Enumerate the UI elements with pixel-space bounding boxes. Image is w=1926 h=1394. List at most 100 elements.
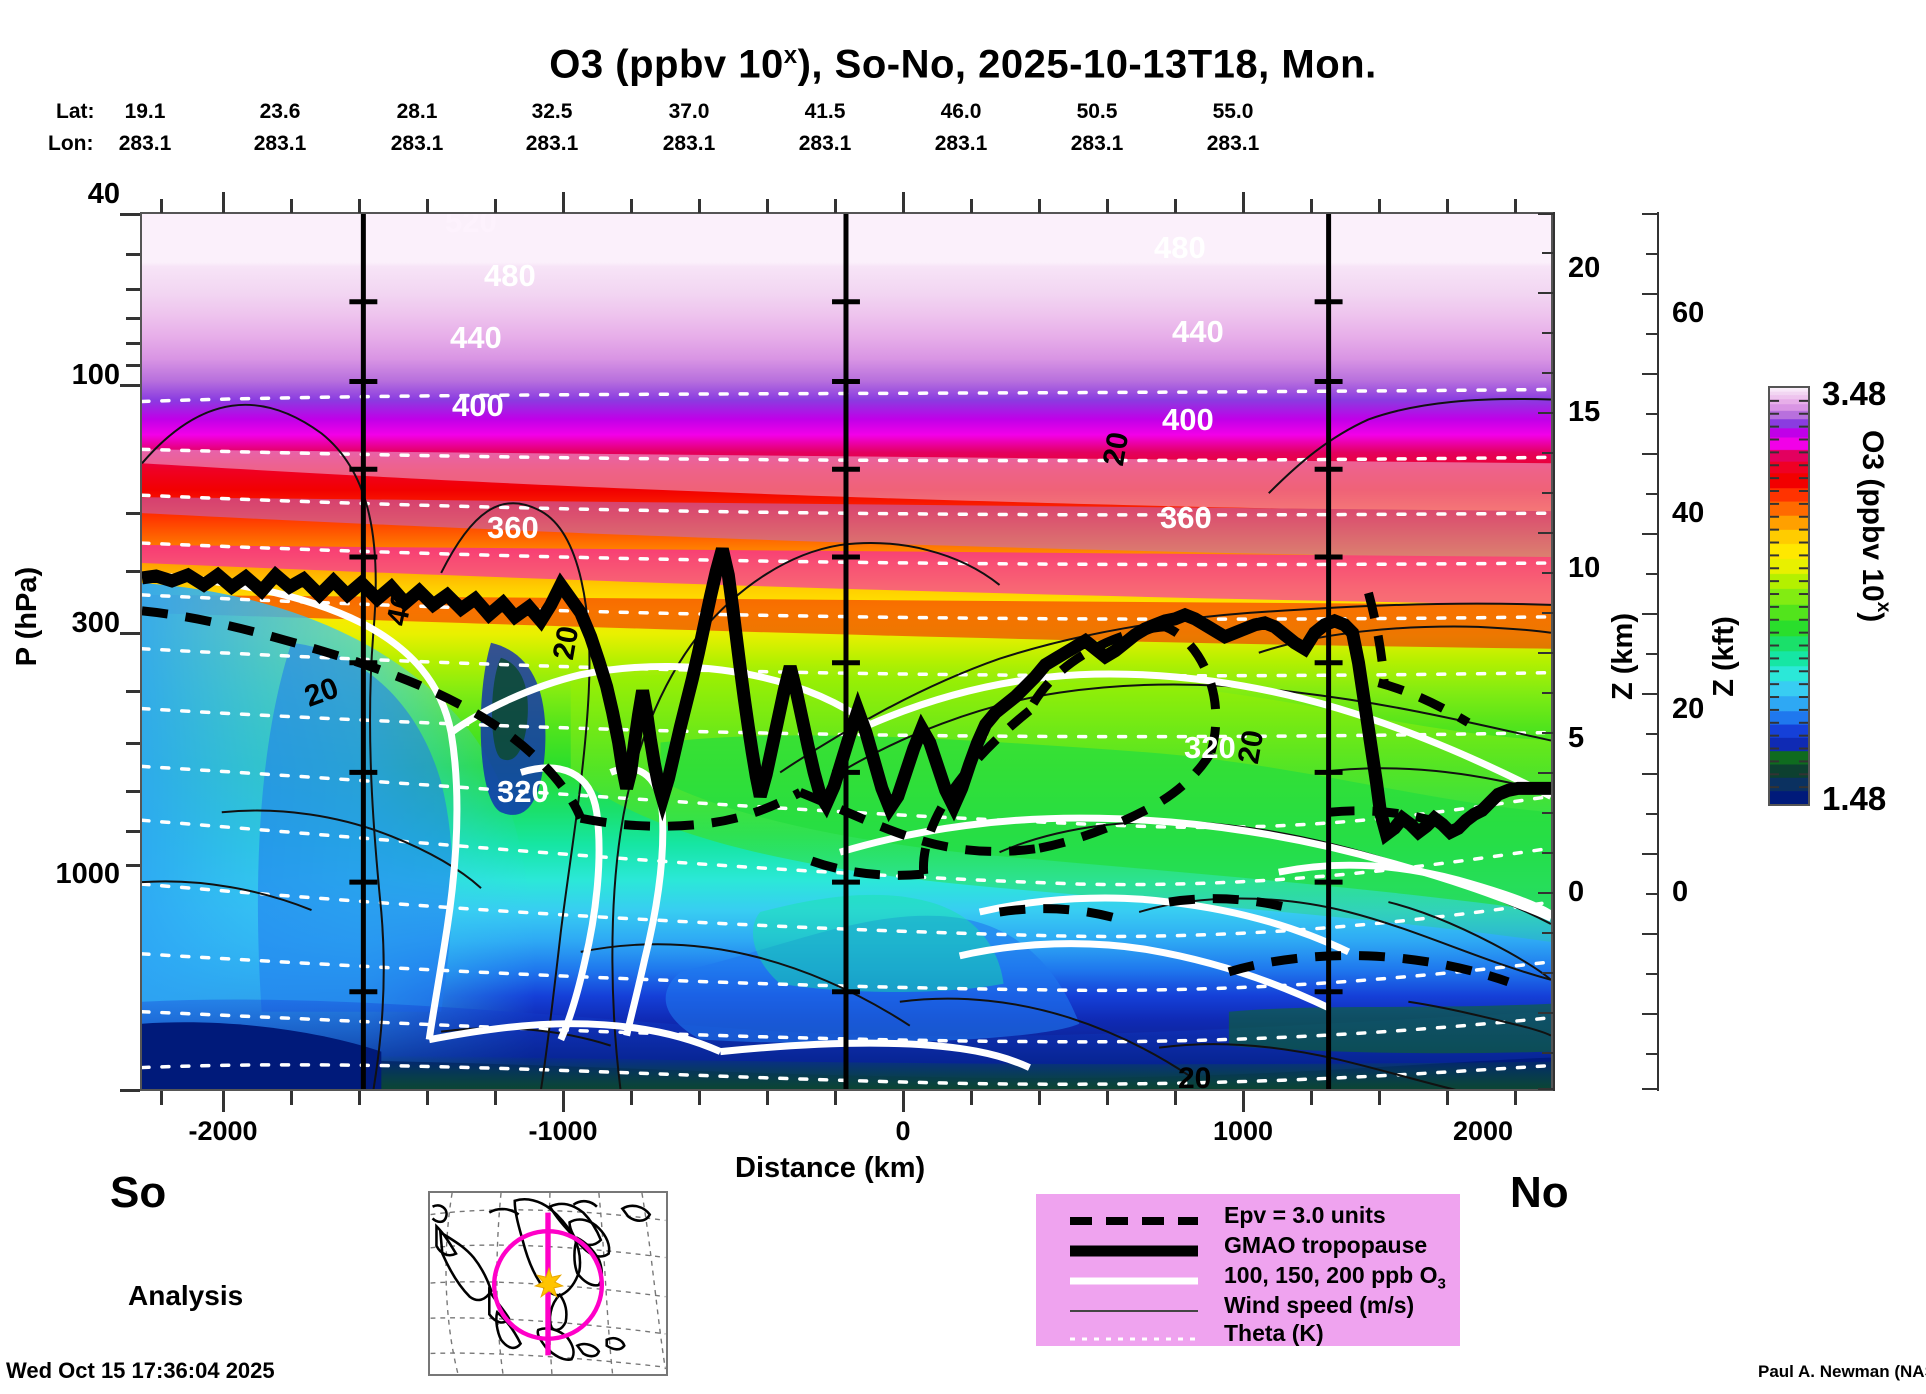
colorbar-max-label: 3.48 [1822, 375, 1887, 412]
z-kft-tick [1646, 653, 1658, 655]
y-tick [126, 570, 140, 573]
x-tick-top [698, 199, 701, 213]
y-axis-tick-label: 1000 [55, 858, 120, 890]
z-km-tick [1538, 892, 1554, 894]
legend-label-subscript: 3 [1437, 1275, 1446, 1293]
x-tick-top [766, 199, 769, 213]
y-tick [126, 742, 140, 745]
ozone-threshold-contours [142, 571, 1551, 1071]
z-km-tick [1542, 932, 1554, 934]
wind-speed-label: 20 [1178, 1062, 1212, 1091]
legend-label: Theta (K) [1224, 1320, 1324, 1346]
legend-item-wind-speed: Wind speed (m/s) [1036, 1292, 1460, 1322]
legend-item-epv: Epv = 3.0 units [1036, 1202, 1460, 1232]
x-tick-top [902, 192, 905, 213]
theta-label: 320 [1184, 730, 1236, 765]
y-tick [120, 632, 140, 635]
lon-value: 283.1 [525, 132, 579, 155]
z-kft-tick-label: 60 [1672, 297, 1705, 329]
legend-item-tropopause: GMAO tropopause [1036, 1232, 1460, 1262]
z-km-tick-label: 15 [1568, 396, 1601, 428]
title-exponent: x [783, 42, 798, 69]
thin-solid-line-icon [1070, 1310, 1198, 1312]
z-kft-tick [1642, 853, 1658, 855]
x-tick-bottom [1038, 1091, 1041, 1105]
z-km-tick [1538, 292, 1554, 294]
z-kft-tick [1642, 693, 1658, 695]
x-axis-tick-label: 0 [895, 1116, 911, 1146]
x-tick-top [222, 192, 225, 213]
x-axis-title: Distance (km) [735, 1152, 926, 1184]
x-tick-bottom [698, 1091, 701, 1105]
x-tick-bottom [222, 1091, 225, 1112]
cross-section-plot[interactable]: 520 480 440 400 360 320 480 440 400 360 … [140, 212, 1553, 1091]
y-tick [126, 690, 140, 693]
lat-value: 23.6 [259, 100, 301, 123]
z-km-tick [1542, 732, 1554, 734]
z-kft-tick [1646, 333, 1658, 335]
z-km-tick [1542, 372, 1554, 374]
lon-value: 283.1 [1070, 132, 1124, 155]
z-kft-tick [1646, 813, 1658, 815]
y-tick [126, 830, 140, 833]
x-tick-top [426, 199, 429, 213]
z-km-tick-label: 0 [1568, 876, 1585, 908]
y-tick [120, 213, 140, 216]
x-tick-top [1242, 192, 1245, 213]
analysis-label: Analysis [128, 1280, 244, 1311]
x-tick-bottom [358, 1091, 361, 1105]
z-km-tick [1542, 612, 1554, 614]
x-tick-bottom [562, 1091, 565, 1112]
gmao-tropopause-line [142, 547, 1551, 846]
z-kft-tick [1646, 573, 1658, 575]
x-tick-bottom [1310, 1091, 1313, 1105]
x-tick-top [494, 199, 497, 213]
y-axis-tick-label: 100 [71, 359, 120, 391]
x-tick-bottom [494, 1091, 497, 1105]
z-kft-tick [1642, 1088, 1658, 1090]
theta-label: 400 [1162, 402, 1214, 437]
y-tick [126, 512, 140, 515]
lon-value: 283.1 [253, 132, 307, 155]
legend-item-theta: Theta (K) [1036, 1320, 1460, 1350]
north-endpoint-label: No [1510, 1168, 1569, 1217]
y-axis-tick-label: 300 [71, 607, 120, 639]
theta-label: 440 [450, 320, 502, 355]
z-kft-tick [1646, 973, 1658, 975]
inset-location-map[interactable] [428, 1191, 668, 1376]
lon-value: 283.1 [1206, 132, 1260, 155]
z-km-axis-title: Z (km) [1607, 613, 1639, 700]
y-tick [126, 288, 140, 291]
z-kft-tick [1646, 1053, 1658, 1055]
x-tick-bottom [834, 1091, 837, 1105]
z-kft-tick [1642, 293, 1658, 295]
theta-label: 320 [497, 774, 549, 809]
dotted-white-line-icon [1070, 1337, 1198, 1341]
title-text-after: ), So-No, 2025-10-13T18, Mon. [797, 42, 1377, 87]
z-kft-tick [1646, 493, 1658, 495]
colorbar-title-before: O3 (ppbv 10 [1856, 430, 1889, 602]
ozone-colorbar[interactable] [1768, 386, 1810, 806]
z-km-tick [1542, 452, 1554, 454]
legend-item-ozone-thresholds: 100, 150, 200 ppb O3 [1036, 1262, 1460, 1293]
y-axis-tick-label: 40 [87, 178, 120, 210]
gold-star-icon [533, 1266, 565, 1299]
theta-label: 480 [1154, 230, 1206, 265]
colorbar-title: O3 (ppbv 10x) [1855, 430, 1894, 622]
lat-value: 19.1 [124, 100, 166, 123]
x-axis-tick-label: 1000 [1212, 1116, 1274, 1146]
x-tick-bottom [426, 1091, 429, 1105]
z-km-tick [1538, 1012, 1554, 1014]
z-km-tick [1538, 412, 1554, 414]
x-tick-top [1378, 199, 1381, 213]
z-km-tick-label: 20 [1568, 252, 1601, 284]
z-km-tick [1538, 213, 1554, 215]
z-kft-tick [1642, 533, 1658, 535]
z-km-tick [1542, 852, 1554, 854]
x-tick-top [1038, 199, 1041, 213]
theta-label: 360 [487, 510, 539, 545]
x-tick-top [1514, 199, 1517, 213]
theta-label: 360 [1160, 500, 1212, 535]
y-axis-title: P (hPa) [11, 566, 44, 667]
wind-speed-label: 40 [380, 589, 420, 629]
